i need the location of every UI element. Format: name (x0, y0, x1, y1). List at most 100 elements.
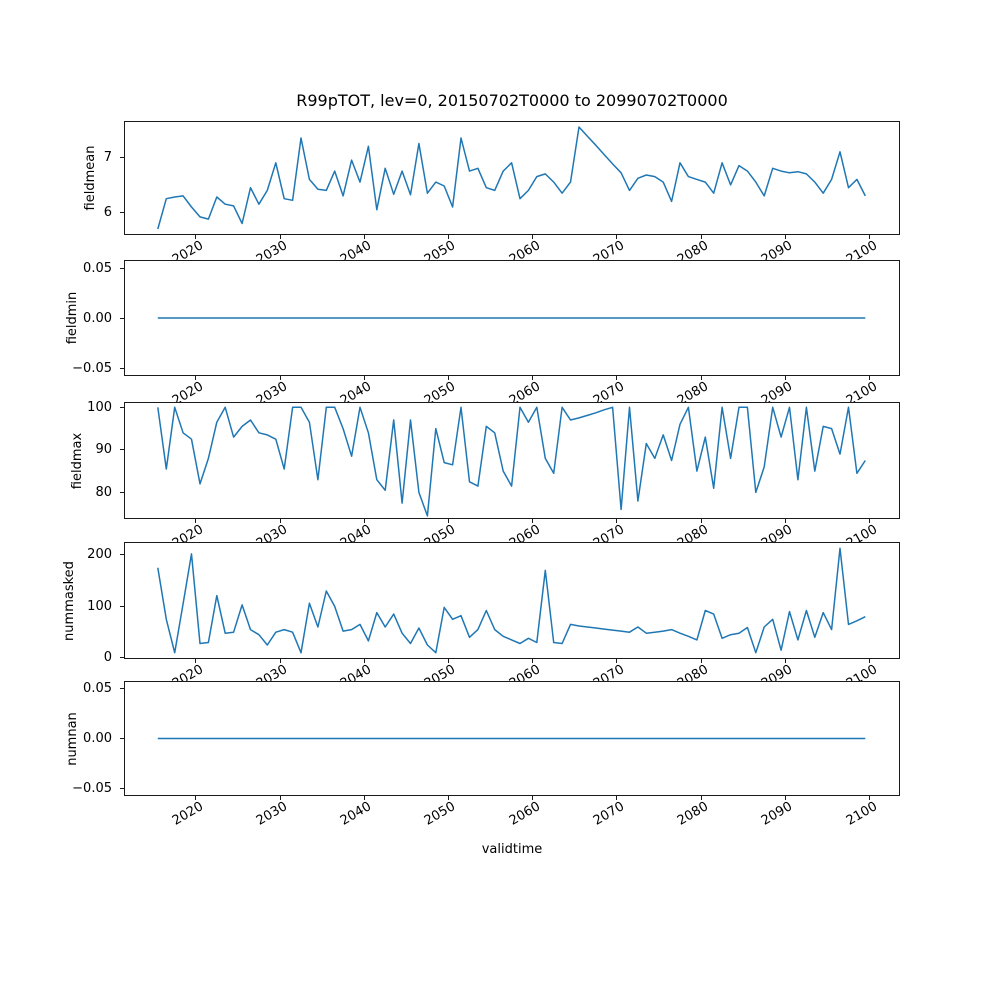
fieldmax-xtick (447, 519, 449, 523)
fieldmean-xtick (532, 235, 534, 239)
fieldmax-ytick-label: 100 (87, 399, 112, 415)
numnan-ytick (120, 787, 124, 789)
nummasked-ytick (120, 605, 124, 607)
numnan-axis-label: numnan (65, 711, 80, 766)
fieldmax-xtick (700, 519, 702, 523)
fieldmean-ytick (120, 212, 124, 213)
numnan-xtick (700, 796, 702, 800)
nummasked-xtick (616, 659, 618, 663)
nummasked-xtick (784, 659, 786, 663)
fieldmax-line-chart (157, 406, 866, 517)
nummasked-ytick-label: 100 (87, 598, 112, 614)
nummasked-ytick (120, 657, 124, 659)
numnan-xtick (195, 796, 197, 800)
fieldmean-ytick (120, 156, 124, 158)
fieldmean-xtick (279, 235, 281, 239)
nummasked-xtick (195, 659, 197, 663)
numnan-xtick (616, 796, 618, 800)
numnan-ytick (120, 688, 124, 690)
nummasked-axes (124, 542, 900, 659)
fieldmin-xtick (195, 376, 197, 380)
numnan-xtick-label: 2070 (590, 799, 627, 829)
numnan-ytick-label: −0.05 (72, 780, 112, 796)
fieldmin-ytick-label: 0.00 (83, 310, 112, 326)
fieldmin-ytick-label: −0.05 (72, 360, 112, 376)
fieldmean-series-line (157, 126, 866, 230)
fieldmax-ytick (120, 491, 124, 493)
fieldmax-xtick (784, 519, 786, 523)
fieldmean-xtick (616, 235, 618, 239)
fieldmax-ytick (120, 406, 124, 408)
nummasked-xtick (279, 659, 281, 663)
numnan-xtick (447, 796, 449, 800)
fieldmin-xtick (784, 376, 786, 380)
fieldmean-xtick (869, 235, 870, 239)
numnan-xtick-label: 2050 (422, 799, 459, 829)
numnan-xtick (279, 796, 281, 800)
fieldmin-ytick-label: 0.05 (83, 260, 112, 276)
fieldmax-axes (124, 402, 900, 519)
nummasked-xtick (700, 659, 702, 663)
fieldmin-axis-label: fieldmin (65, 291, 80, 345)
nummasked-xtick (532, 659, 534, 663)
nummasked-series-line (157, 547, 866, 654)
fieldmax-xtick (363, 519, 365, 523)
numnan-xtick-label: 2030 (253, 799, 290, 829)
numnan-xtick-label: 2100 (843, 799, 880, 829)
fieldmin-xtick (700, 376, 702, 380)
fieldmax-xtick (279, 519, 281, 523)
fieldmin-ytick (120, 267, 124, 269)
x-axis-title: validtime (481, 842, 543, 857)
numnan-line-chart (157, 737, 866, 740)
fieldmin-xtick (616, 376, 618, 380)
numnan-xtick-label: 2090 (759, 799, 796, 829)
fieldmin-line-chart (157, 317, 866, 319)
nummasked-xtick (869, 659, 870, 663)
fieldmean-xtick (784, 235, 786, 239)
numnan-xtick (532, 796, 534, 800)
nummasked-ytick (120, 554, 124, 556)
fieldmean-xtick (700, 235, 702, 239)
fieldmax-ytick (120, 449, 124, 451)
numnan-xtick (363, 796, 365, 800)
fieldmean-line-chart (157, 126, 866, 230)
numnan-xtick (784, 796, 786, 800)
numnan-ytick-label: 0.05 (83, 681, 112, 697)
nummasked-ytick-label: 200 (87, 547, 112, 563)
fieldmax-ytick-label: 80 (95, 484, 112, 500)
numnan-xtick-label: 2040 (338, 799, 375, 829)
fieldmax-xtick (869, 519, 870, 523)
fieldmean-xtick (447, 235, 449, 239)
fieldmin-xtick (532, 376, 534, 380)
fieldmean-ytick-label: 6 (103, 205, 112, 220)
nummasked-line-chart (157, 547, 866, 654)
fieldmean-axis-label: fieldmean (83, 145, 98, 211)
fieldmax-xtick (616, 519, 618, 523)
numnan-xtick (869, 796, 870, 800)
nummasked-ytick-label: 0 (103, 650, 112, 666)
fieldmin-xtick (447, 376, 449, 380)
chart-title: R99pTOT, lev=0, 20150702T0000 to 2099070… (296, 91, 728, 110)
numnan-ytick-label: 0.00 (83, 731, 112, 746)
fieldmax-ytick-label: 90 (95, 442, 112, 458)
fieldmax-xtick (532, 519, 534, 523)
fieldmin-xtick (869, 376, 870, 380)
fieldmin-xtick (279, 376, 281, 380)
fieldmean-axes (124, 121, 900, 235)
fieldmin-ytick (120, 317, 124, 319)
fieldmean-ytick-label: 7 (103, 149, 112, 165)
numnan-axes (124, 681, 900, 796)
nummasked-axis-label: nummasked (62, 560, 77, 641)
fieldmin-ytick (120, 367, 124, 369)
numnan-xtick-label: 2080 (674, 799, 712, 829)
fieldmax-xtick (195, 519, 197, 523)
fieldmin-axes (124, 260, 900, 376)
nummasked-xtick (363, 659, 365, 663)
fieldmean-xtick (195, 235, 197, 239)
fieldmax-axis-label: fieldmax (70, 432, 85, 489)
nummasked-xtick (447, 659, 449, 663)
fieldmean-xtick (363, 235, 365, 239)
numnan-xtick-label: 2020 (169, 799, 206, 829)
numnan-ytick (120, 738, 124, 739)
